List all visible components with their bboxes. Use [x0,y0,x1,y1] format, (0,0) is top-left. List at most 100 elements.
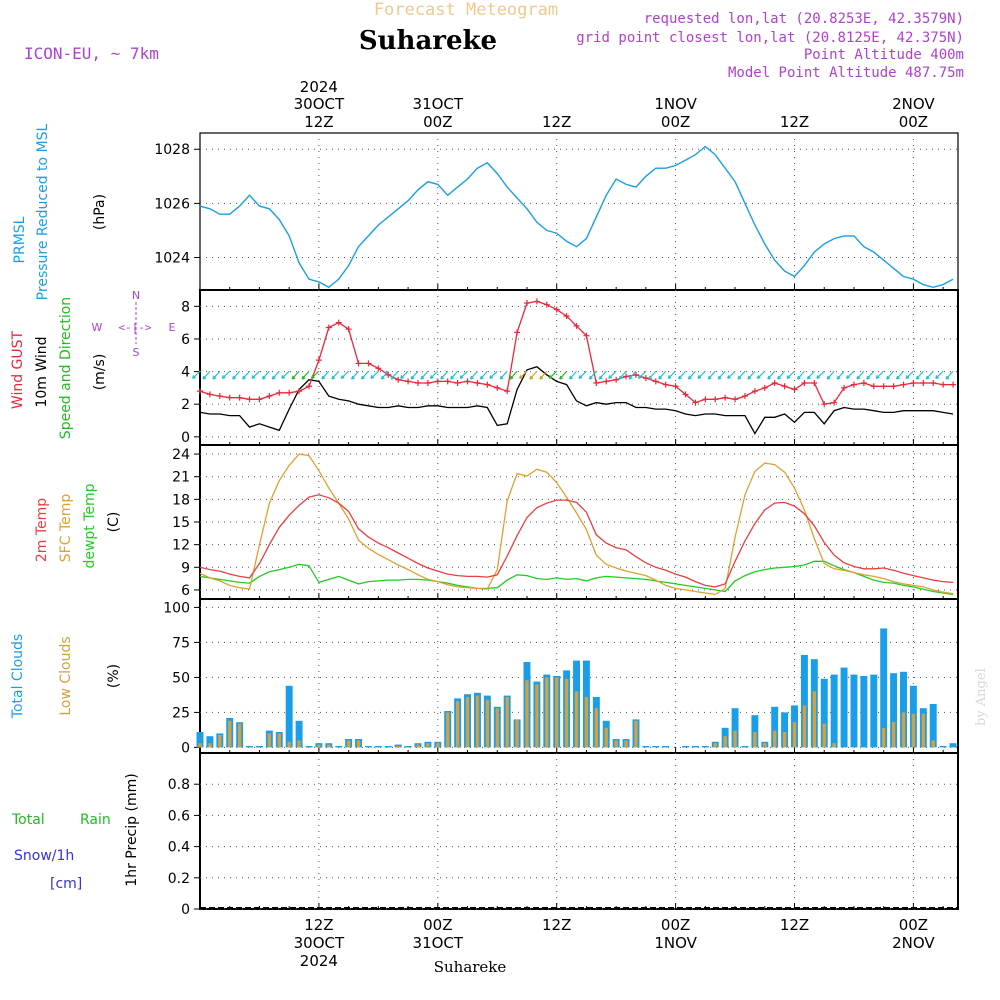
wind-direction-arrowhead [727,375,731,379]
low-cloud-bar [208,743,212,748]
gust-marker [424,380,431,386]
wind-direction-arrow [747,370,756,380]
wind-direction-arrow [301,370,310,380]
gust-marker [434,378,441,385]
low-cloud-bar [426,743,430,748]
low-cloud-bar [713,743,717,748]
bottom-time-label: 2024 [300,952,338,970]
low-cloud-bar [753,732,757,748]
wind-direction-arrowhead [796,375,801,380]
low-cloud-bar [267,733,272,748]
gust-marker [632,371,639,378]
credit-watermark: by Angel [974,668,989,726]
wind-direction-arrowhead [618,375,623,380]
dewpt-label: dewpt Temp [82,483,98,568]
gust-marker [246,396,253,403]
gust-marker [474,380,481,386]
wind-direction-arrowhead [905,375,910,379]
low-cloud-bar [882,727,886,748]
gust-marker [771,380,778,386]
wind-direction-arrowhead [717,375,722,380]
total-cloud-bar [662,746,670,748]
total-cloud-bar [800,655,808,748]
gust-marker [761,384,768,391]
wind-direction-arrow [351,370,359,380]
wind-direction-arrow [480,370,488,380]
total-cloud-bar [374,746,382,748]
bottom-time-label: 30OCT [294,934,345,952]
total-cloud-bar [295,720,303,748]
y-tick-label: 0.6 [168,808,190,824]
gust-marker [206,391,213,398]
wind-direction-arrow [886,370,895,380]
compass-rose: N S W E <-|-> [92,289,176,359]
wind-direction-arrowhead [232,375,236,380]
low-cloud-bar [911,713,916,748]
wind-direction-arrowhead [846,375,850,379]
wind-direction-arrow [232,370,241,380]
wind-direction-arrowhead [648,375,653,380]
wind-direction-arrowhead [697,375,702,379]
wind-direction-arrowhead [429,375,434,379]
gust-marker [444,378,451,385]
low-cloud-bar [396,746,400,748]
wind-direction-arrow [470,370,478,380]
total-cloud-bar [384,746,392,748]
gust-label: Wind GUST [10,330,26,409]
gust-marker [256,396,263,403]
wind-direction-arrowhead [489,375,494,379]
low-clouds-label: Low Clouds [58,636,74,715]
y-tick-label: 8 [181,299,190,315]
pressure-label-2: Pressure Reduced to MSL [35,123,51,300]
wind-direction-arrowhead [569,375,573,380]
wind-gust-line [199,300,953,405]
gust-marker [692,399,699,406]
low-cloud-bar [624,740,628,748]
wind-direction-arrow [221,370,231,379]
low-cloud-bar [436,743,440,748]
wind-direction-arrow [578,370,587,379]
total-cloud-bar [642,746,650,748]
wind-direction-arrow [707,370,716,380]
low-cloud-bar [356,740,361,748]
wind-direction-arrowhead [548,375,553,379]
wind-direction-arrowhead [856,375,861,380]
low-cloud-bar [535,684,539,748]
wind-panel [199,289,959,446]
low-cloud-bar [545,677,549,748]
wind-direction-arrow [281,370,290,379]
top-time-label: 12Z [780,113,809,131]
total-cloud-bar [900,671,907,748]
y-tick-label: 9 [181,560,190,576]
total-cloud-bar [246,746,254,748]
gust-marker [523,300,530,307]
y-tick-label: 15 [172,515,190,531]
total-cloud-bar [652,746,660,748]
gust-marker [642,375,649,382]
gust-marker [494,384,501,391]
bottom-time-label: 1NOV [654,934,697,952]
header-place: Suhareke [359,26,497,56]
gust-marker [940,381,947,388]
wind-direction-arrowhead [459,375,464,379]
gust-marker [385,371,392,378]
wind-direction-arrow [598,370,607,380]
y-tick-label: 100 [163,600,190,616]
gust-marker [454,380,461,386]
total-cloud-bar [890,673,898,748]
gust-marker [315,357,322,364]
precip-rain-label: Rain [80,812,111,828]
wind-direction-arrowhead [450,375,454,380]
total-cloud-bar [870,674,878,748]
wind-direction-arrow [846,370,855,379]
wind-direction-arrow [688,370,696,380]
gust-marker [395,376,402,383]
y-tick-label: 0 [181,902,190,918]
low-cloud-bar [455,701,460,748]
wind-direction-arrowhead [658,375,662,380]
wind-direction-arrow [767,370,776,380]
total-cloud-bar [939,746,947,748]
gust-marker [732,396,739,403]
wind-direction-arrow [331,370,340,380]
wind-direction-arrow [489,370,498,379]
